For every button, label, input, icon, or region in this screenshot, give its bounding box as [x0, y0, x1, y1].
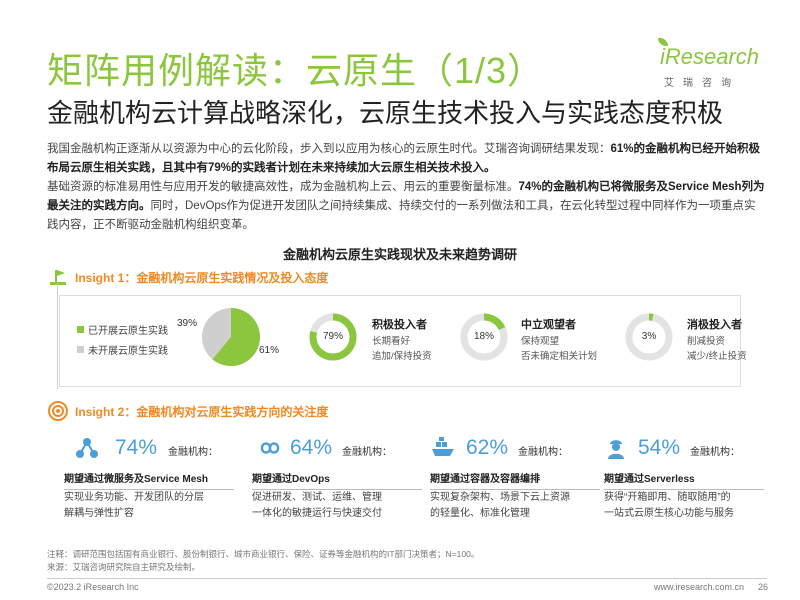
attitude-negative-desc1: 削减投资 — [687, 336, 726, 347]
insight1-panel — [59, 295, 741, 387]
page-title: 矩阵用例解读：云原生（1/3） — [47, 50, 545, 91]
ring-active — [309, 313, 357, 361]
card2-org: 金融机构： — [342, 447, 392, 458]
card4-org: 金融机构： — [690, 447, 740, 458]
intro-p2-text: 基础资源的标准易用性与应用开发的敏捷高效性，成为金融机构上云、用云的重要衡量标准… — [47, 181, 519, 193]
intro-p1-bold: 61%的金融机构已经开始积极布局云原生相关实践，且其中有79%的实践者计划在未来… — [47, 143, 761, 174]
card3-org: 金融机构： — [518, 447, 568, 458]
card1-org: 金融机构： — [168, 447, 218, 458]
ring-neutral — [460, 313, 508, 361]
card1-desc1: 实现业务功能、开发团队的分层 — [64, 492, 204, 503]
card2-head: 期望通过DevOps — [252, 470, 422, 490]
page-number: 26 — [758, 582, 769, 592]
ring-negative — [625, 313, 673, 361]
card4-desc1: 获得“开箱即用、随取随用”的 — [604, 492, 731, 503]
attitude-neutral-title: 中立观望者 — [521, 319, 576, 331]
footer-url[interactable]: www.iresearch.com.cn — [654, 582, 745, 592]
iresearch-logo: iResearch 艾瑞咨询 — [658, 38, 760, 89]
insight1-label: Insight 1：金融机构云原生实践情况及投入态度 — [75, 270, 329, 285]
insight1-header: Insight 1：金融机构云原生实践情况及投入态度 — [47, 266, 328, 288]
attitude-active-desc1: 长期看好 — [372, 336, 411, 347]
source-text: 来源：艾瑞咨询研究院自主研究及绘制。 — [47, 562, 201, 572]
insight1-divider — [57, 283, 58, 389]
practice-pie-chart — [202, 308, 260, 366]
insight2-header: Insight 2：金融机构对云原生实践方向的关注度 — [47, 400, 328, 422]
intro-p2-tail: 同时，DevOps作为促进开发团队之间持续集成、持续交付的一系列做法和工具，在云… — [47, 200, 756, 231]
footer-divider — [47, 578, 767, 579]
card3-desc2: 的轻量化、标准化管理 — [430, 508, 530, 519]
section-title: 金融机构云原生实践现状及未来趋势调研 — [282, 247, 517, 262]
note-text: 注释：调研范围包括国有商业银行、股份制银行、城市商业银行、保险、证券等金融机构的… — [47, 549, 480, 559]
pie-label-not: 39% — [177, 318, 198, 329]
card4-desc2: 一站式云原生核心功能与服务 — [604, 508, 734, 519]
flag-icon — [50, 270, 66, 285]
page-subtitle: 金融机构云计算战略深化，云原生技术投入与实践态度积极 — [47, 98, 724, 128]
attitude-neutral-desc2: 否未确定相关计划 — [521, 351, 598, 362]
ring-neutral-pct: 18% — [473, 331, 494, 342]
card3-head: 期望通过容器及容器编排 — [430, 470, 600, 490]
pie-slice-done — [212, 308, 260, 366]
intro-p1-text: 我国金融机构正逐渐从以资源为中心的云化阶段，步入到以应用为核心的云原生时代。艾瑞… — [47, 143, 611, 155]
container-ship-icon — [432, 437, 454, 456]
attitude-neutral-desc1: 保持观望 — [521, 336, 560, 347]
intro-p2-bold: 74%的金融机构已将微服务及Service Mesh列为最关注的实践方向。 — [47, 181, 765, 212]
card4-head: 期望通过Serverless — [604, 470, 764, 490]
devops-cycle-icon — [260, 442, 280, 454]
ring-active-pct: 79% — [322, 331, 343, 342]
legend-label-not: 未开展云原生实践 — [88, 346, 168, 357]
legend-swatch-not — [77, 346, 84, 353]
attitude-active-desc2: 追加/保持投资 — [372, 351, 432, 362]
logo-wordmark: iResearch — [660, 44, 760, 69]
card1-head: 期望通过微服务及Service Mesh — [64, 470, 234, 490]
card4-pct: 54% — [638, 436, 681, 459]
footer-copyright: ©2023.2 iResearch Inc — [47, 582, 139, 592]
pie-label-done: 61% — [259, 345, 280, 356]
intro-paragraph: 我国金融机构正逐渐从以资源为中心的云化阶段，步入到以应用为核心的云原生时代。艾瑞… — [47, 140, 767, 235]
card3-pct: 62% — [466, 436, 509, 459]
card2-desc2: 一体化的敏捷运行与快速交付 — [252, 508, 382, 519]
ring-negative-pct: 3% — [641, 331, 657, 342]
engineer-icon — [608, 440, 624, 459]
leaf-icon — [658, 38, 668, 46]
card2-pct: 64% — [290, 436, 333, 459]
attitude-negative-desc2: 减少/终止投资 — [687, 351, 747, 362]
insight2-label: Insight 2：金融机构对云原生实践方向的关注度 — [75, 404, 329, 419]
attitude-active-title: 积极投入者 — [372, 319, 427, 331]
card1-pct: 74% — [115, 436, 158, 459]
legend-label-done: 已开展云原生实践 — [88, 326, 168, 337]
card1-desc2: 解耦与弹性扩容 — [64, 508, 134, 519]
logo-chinese: 艾瑞咨询 — [664, 78, 740, 89]
legend-swatch-done — [77, 326, 84, 333]
card2-desc1: 促进研发、测试、运维、管理 — [252, 492, 382, 503]
card3-desc1: 实现复杂架构、场景下云上资源 — [430, 492, 570, 503]
legend-item-not: 未开展云原生实践 — [77, 342, 168, 357]
legend-item-done: 已开展云原生实践 — [77, 322, 168, 337]
attitude-negative-title: 消极投入者 — [687, 319, 742, 331]
target-icon — [48, 401, 68, 421]
microservice-icon — [76, 438, 98, 458]
